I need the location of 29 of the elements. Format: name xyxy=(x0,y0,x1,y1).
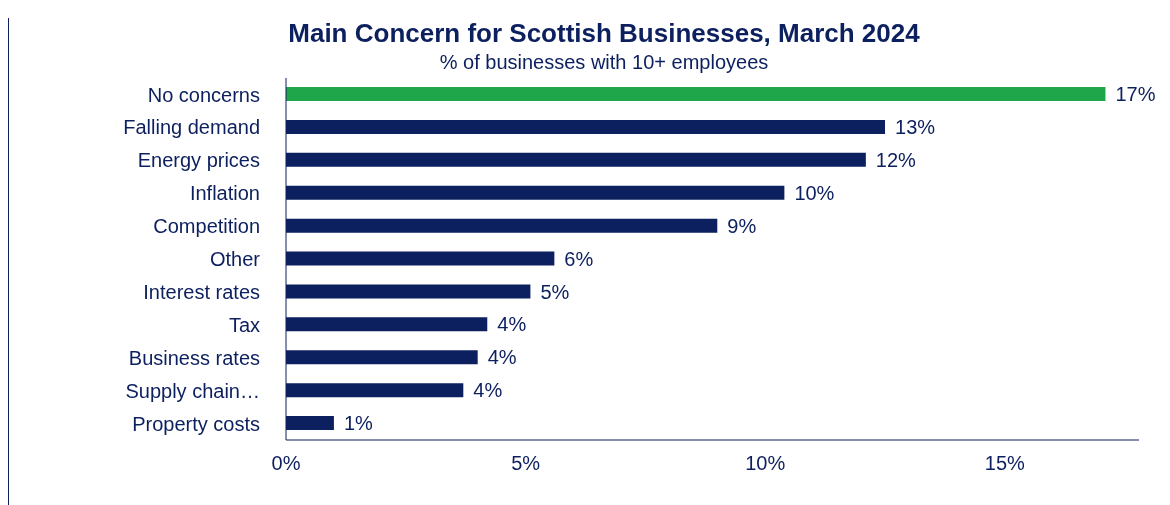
data-label: 12% xyxy=(875,148,917,171)
y-tick-label: Other xyxy=(209,248,261,271)
data-label: 5% xyxy=(540,280,570,303)
data-label: 6% xyxy=(564,247,594,270)
data-label: 4% xyxy=(473,379,503,402)
chart-title: Main Concern for Scottish Businesses, March 2024 xyxy=(287,18,921,49)
data-label: 4% xyxy=(497,313,527,336)
data-label: 1% xyxy=(343,412,374,435)
x-tick-label: 0% xyxy=(271,452,301,475)
data-label: 9% xyxy=(727,214,757,237)
y-tick-label: Falling demand xyxy=(123,116,260,139)
x-tick-label: 15% xyxy=(984,452,1026,475)
x-tick-label: 10% xyxy=(745,452,786,475)
bar xyxy=(286,87,1106,101)
data-label: 13% xyxy=(895,116,936,139)
y-tick-label: Competition xyxy=(153,215,260,238)
y-tick-label: Tax xyxy=(228,313,260,336)
data-label: 17% xyxy=(1115,83,1156,106)
chart-subtitle: % of businesses with 10+ employees xyxy=(438,51,770,74)
y-tick-label: Supply chain… xyxy=(125,379,260,402)
x-tick-label: 5% xyxy=(511,452,541,475)
y-tick-label: Interest rates xyxy=(143,281,260,304)
y-tick-label: Energy prices xyxy=(137,149,260,172)
y-tick-label: Business rates xyxy=(128,346,260,369)
data-label: 4% xyxy=(487,346,517,369)
y-tick-label: No concerns xyxy=(147,83,260,106)
data-label: 10% xyxy=(794,181,835,204)
y-tick-label: Property costs xyxy=(132,412,260,435)
y-tick-label: Inflation xyxy=(189,182,260,205)
